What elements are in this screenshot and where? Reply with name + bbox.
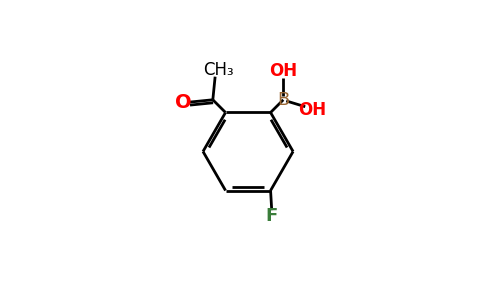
Text: O: O bbox=[175, 93, 192, 112]
Text: OH: OH bbox=[298, 101, 326, 119]
Text: OH: OH bbox=[269, 62, 297, 80]
Text: F: F bbox=[266, 207, 278, 225]
Text: B: B bbox=[277, 91, 289, 109]
Text: CH₃: CH₃ bbox=[203, 61, 234, 79]
